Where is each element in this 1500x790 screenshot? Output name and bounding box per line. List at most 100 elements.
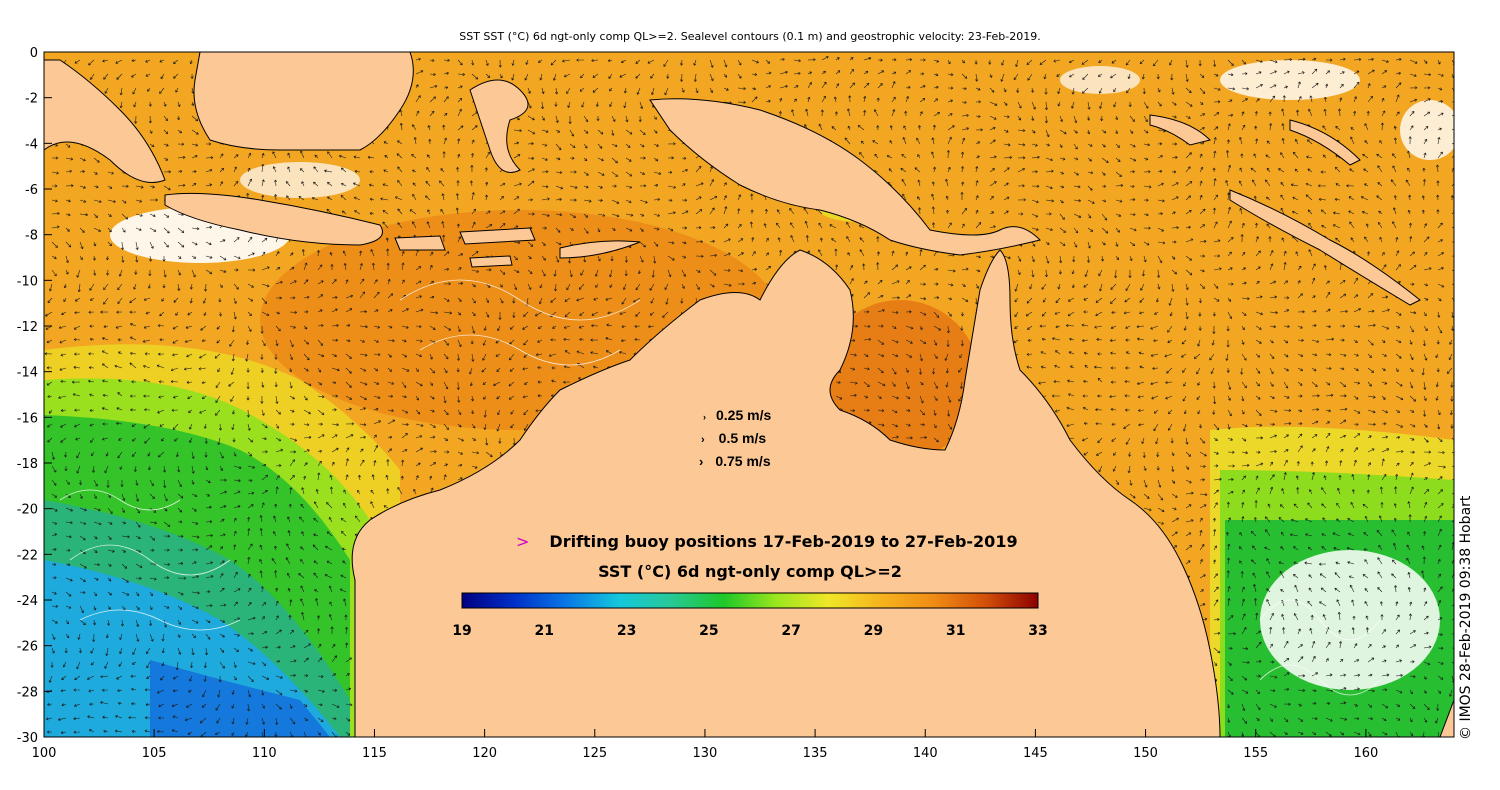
velocity-arrow — [975, 128, 983, 132]
velocity-arrow — [1332, 211, 1341, 215]
velocity-arrow — [765, 71, 772, 75]
velocity-arrow — [107, 213, 112, 217]
velocity-arrow — [1226, 139, 1230, 145]
velocity-arrow — [1437, 59, 1441, 65]
velocity-arrow — [583, 227, 589, 234]
velocity-arrow — [261, 179, 265, 187]
velocity-arrow — [1115, 199, 1123, 203]
velocity-arrow — [1143, 198, 1149, 202]
velocity-arrow — [1269, 70, 1277, 75]
velocity-arrow — [663, 59, 669, 67]
velocity-arrow — [709, 59, 714, 68]
velocity-arrow — [485, 181, 489, 187]
velocity-arrow — [874, 109, 879, 117]
velocity-arrow — [369, 212, 375, 216]
velocity-arrow — [1081, 87, 1089, 94]
velocity-arrow — [1405, 179, 1411, 187]
velocity-arrow — [79, 185, 86, 189]
velocity-arrow — [1198, 59, 1202, 67]
velocity-arrow — [625, 143, 631, 148]
velocity-arrow — [847, 125, 851, 131]
velocity-arrow — [511, 73, 515, 81]
velocity-arrow — [1367, 57, 1374, 61]
velocity-arrow — [1283, 85, 1288, 89]
velocity-arrow — [527, 198, 533, 202]
y-tick-label: -10 — [17, 274, 38, 289]
velocity-arrow — [975, 73, 979, 82]
velocity-arrow — [191, 143, 199, 147]
velocity-arrow — [931, 193, 935, 201]
velocity-arrow — [149, 213, 156, 218]
velocity-arrow — [1317, 184, 1327, 188]
velocity-arrow — [1071, 101, 1075, 109]
velocity-arrow — [1031, 184, 1040, 188]
velocity-arrow — [1409, 110, 1415, 117]
velocity-arrow — [1241, 98, 1248, 103]
velocity-arrow — [961, 207, 968, 215]
velocity-arrow — [723, 182, 727, 187]
velocity-arrow — [1157, 101, 1162, 107]
velocity-arrow — [555, 185, 564, 190]
velocity-arrow — [1437, 137, 1441, 145]
velocity-arrow — [121, 227, 126, 233]
velocity-arrow — [933, 59, 940, 63]
velocity-arrow — [653, 171, 662, 175]
velocity-arrow — [103, 73, 109, 80]
velocity-arrow — [1297, 57, 1306, 61]
velocity-arrow — [1348, 196, 1355, 201]
velocity-arrow — [102, 59, 109, 63]
velocity-arrow — [961, 223, 965, 229]
velocity-arrow — [367, 155, 375, 159]
velocity-arrow — [1281, 138, 1285, 145]
velocity-arrow — [354, 169, 361, 173]
velocity-arrow — [149, 143, 155, 148]
velocity-arrow — [889, 140, 893, 145]
velocity-arrow — [789, 208, 795, 215]
velocity-arrow — [1423, 73, 1432, 77]
velocity-arrow — [1339, 57, 1346, 61]
velocity-arrow — [369, 183, 375, 187]
velocity-arrow — [1003, 101, 1008, 106]
velocity-arrow — [380, 197, 389, 201]
velocity-arrow — [272, 151, 277, 159]
velocity-arrow — [1115, 213, 1122, 217]
velocity-arrow — [1283, 58, 1293, 62]
velocity-arrow — [93, 199, 102, 203]
y-tick-label: -8 — [25, 229, 38, 244]
velocity-arrow — [1451, 126, 1454, 131]
velocity-arrow — [807, 96, 811, 103]
velocity-arrow — [177, 183, 186, 187]
velocity-arrow — [1015, 59, 1019, 67]
velocity-arrow — [844, 137, 851, 145]
velocity-arrow — [311, 197, 319, 201]
velocity-arrow — [1348, 210, 1355, 215]
velocity-arrow — [611, 157, 618, 164]
velocity-arrow — [1143, 143, 1150, 147]
velocity-arrow — [1115, 171, 1122, 178]
velocity-arrow — [1309, 95, 1313, 103]
velocity-arrow — [177, 129, 182, 134]
velocity-arrow — [695, 165, 702, 173]
velocity-arrow — [191, 115, 199, 122]
velocity-arrow — [133, 101, 137, 108]
velocity-arrow — [1157, 182, 1164, 187]
velocity-arrow — [975, 166, 979, 173]
velocity-arrow — [653, 115, 657, 120]
velocity-arrow — [1227, 73, 1234, 77]
velocity-arrow — [1255, 71, 1262, 75]
velocity-arrow — [1045, 185, 1053, 190]
velocity-arrow — [1255, 84, 1263, 89]
velocity-arrow — [1185, 101, 1193, 107]
velocity-arrow — [1115, 157, 1121, 163]
velocity-arrow — [751, 96, 758, 103]
velocity-arrow — [145, 59, 151, 63]
velocity-arrow — [1241, 111, 1245, 117]
velocity-arrow — [425, 180, 431, 187]
velocity-arrow — [1297, 71, 1305, 75]
velocity-arrow — [790, 222, 795, 229]
velocity-arrow — [177, 142, 185, 146]
velocity-arrow — [1227, 113, 1234, 117]
velocity-arrow — [471, 125, 478, 131]
velocity-arrow — [1059, 227, 1066, 233]
